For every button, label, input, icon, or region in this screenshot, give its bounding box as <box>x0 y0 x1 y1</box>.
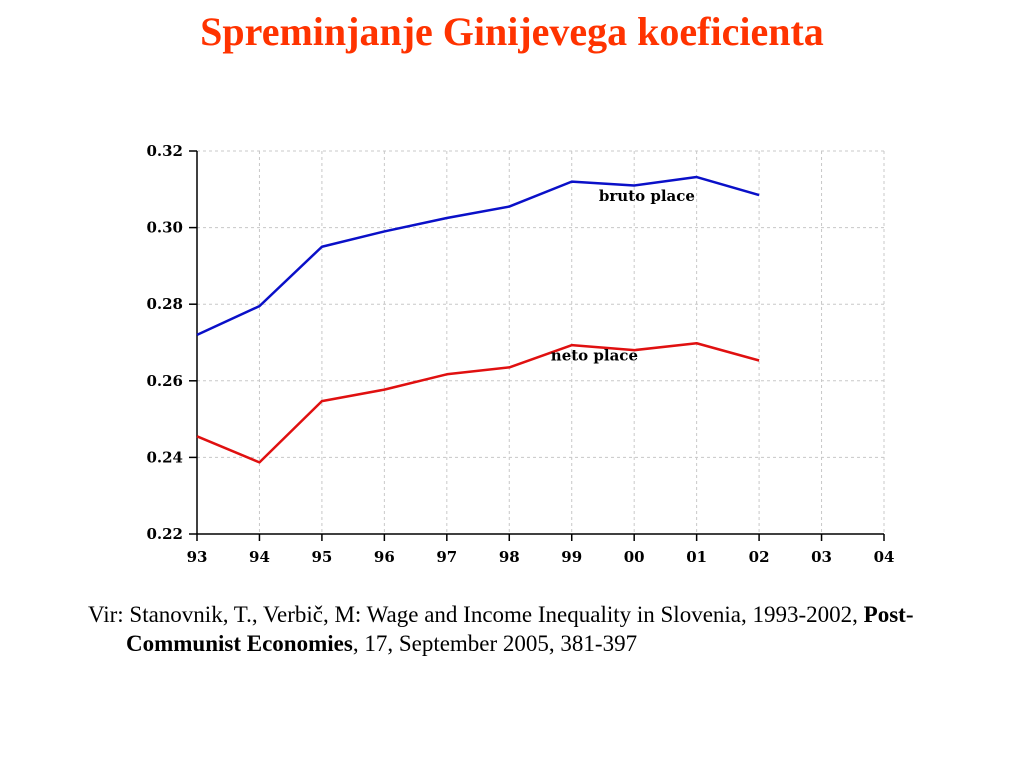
series-line-bruto <box>196 175 760 336</box>
x-tick-label: 99 <box>561 548 582 566</box>
y-tick-label: 0.28 <box>146 295 183 313</box>
y-tick-label: 0.32 <box>146 142 183 160</box>
series-label-bruto: bruto place <box>599 187 695 205</box>
source-citation: Vir: Stanovnik, T., Verbič, M: Wage and … <box>88 600 966 658</box>
x-tick-label: 02 <box>749 548 770 566</box>
x-tick-label: 93 <box>187 548 208 566</box>
source-journal: Post-Communist Economies <box>126 602 914 656</box>
y-tick-label: 0.30 <box>146 219 183 237</box>
x-tick-label: 95 <box>311 548 332 566</box>
x-tick-label: 00 <box>624 548 645 566</box>
slide-title: Spreminjanje Ginijevega koeficienta <box>200 9 824 54</box>
x-tick-label: 98 <box>499 548 520 566</box>
series-label-neto: neto place <box>551 347 638 365</box>
x-tick-label: 04 <box>874 548 895 566</box>
source-suffix: , 17, September 2005, 381-397 <box>352 631 638 656</box>
x-tick-label: 94 <box>249 548 270 566</box>
y-tick-label: 0.22 <box>146 525 183 543</box>
x-tick-label: 01 <box>686 548 707 566</box>
y-tick-label: 0.26 <box>146 372 183 390</box>
source-prefix: Vir: Stanovnik, T., Verbič, M: Wage and … <box>88 602 864 627</box>
y-tick-label: 0.24 <box>146 448 183 466</box>
series-line-neto <box>196 342 760 464</box>
x-tick-label: 97 <box>436 548 457 566</box>
x-tick-label: 03 <box>811 548 832 566</box>
x-tick-label: 96 <box>374 548 395 566</box>
